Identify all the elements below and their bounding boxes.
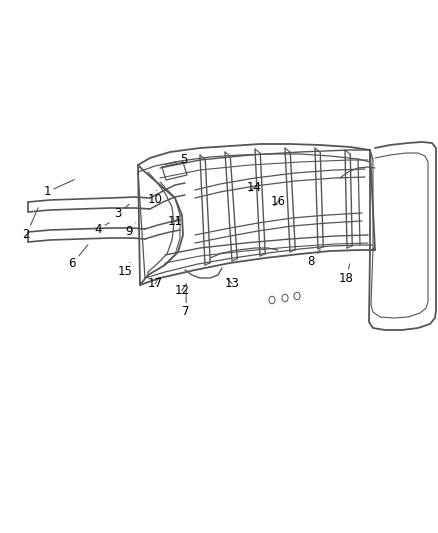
Text: 18: 18 [339,264,353,285]
Text: 1: 1 [43,180,74,198]
Text: 2: 2 [22,208,38,241]
Text: 3: 3 [115,204,129,220]
Text: 8: 8 [307,250,320,268]
Text: 4: 4 [95,223,110,236]
Text: 9: 9 [125,223,136,238]
Text: 6: 6 [68,245,88,270]
Text: 16: 16 [271,195,286,208]
Text: 17: 17 [148,277,163,290]
Text: 15: 15 [117,263,132,278]
Text: 5: 5 [165,154,187,166]
Text: 10: 10 [148,190,163,206]
Text: 7: 7 [182,290,190,318]
Text: 12: 12 [174,284,189,297]
Text: 14: 14 [247,181,261,194]
Text: 13: 13 [225,277,240,290]
Text: 11: 11 [168,215,183,228]
